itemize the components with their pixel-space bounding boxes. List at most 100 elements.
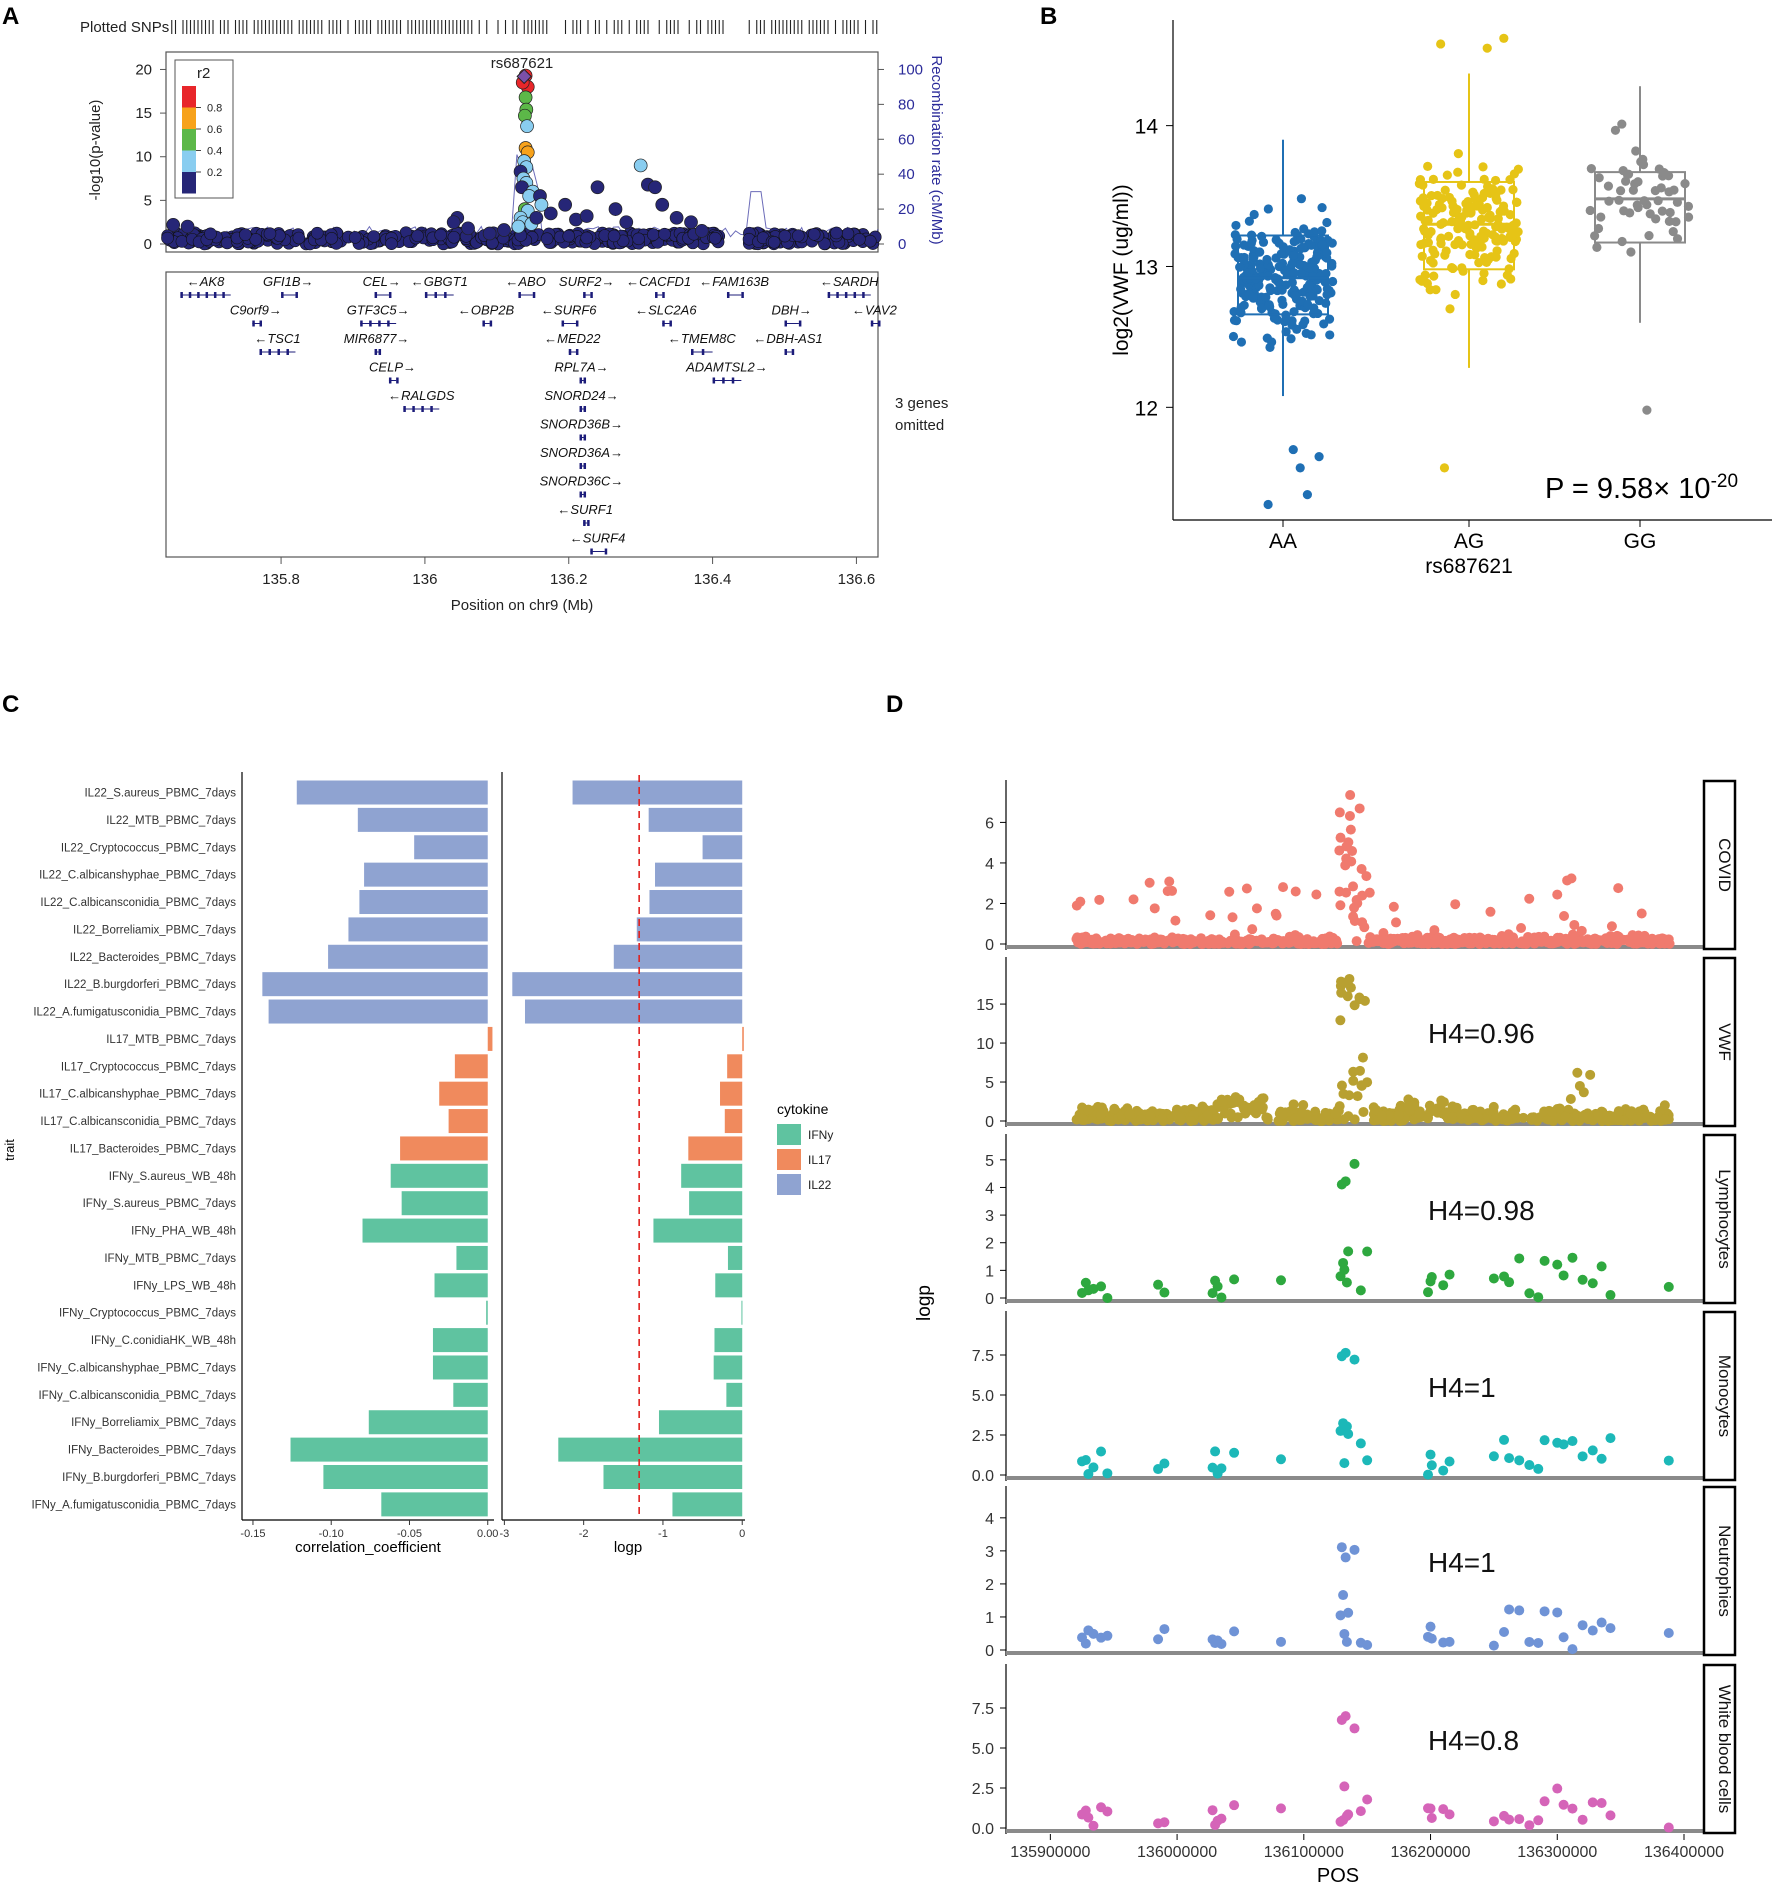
gene-exon bbox=[374, 292, 378, 298]
facet-point bbox=[1639, 930, 1650, 941]
jitter-point bbox=[1586, 164, 1596, 174]
outlier-point bbox=[1642, 405, 1652, 415]
trait-label: IFNy_PHA_WB_48h bbox=[131, 1226, 236, 1238]
gene-exon bbox=[205, 292, 209, 298]
facet-point bbox=[1124, 1109, 1135, 1120]
facet-y-tick-label: 5 bbox=[985, 1075, 994, 1092]
r2-legend-swatches: 0.8 0.6 0.4 0.2 bbox=[182, 86, 222, 194]
jitter-point bbox=[1306, 330, 1316, 340]
snp-point bbox=[767, 235, 781, 249]
gene-exon bbox=[726, 292, 730, 298]
outlier-point bbox=[1295, 463, 1305, 473]
facet-point bbox=[1361, 871, 1372, 882]
gene-track-frame bbox=[165, 271, 879, 558]
outlier-point bbox=[1439, 463, 1450, 473]
h4-annotation: H4=1 bbox=[1428, 1547, 1496, 1578]
facet-point bbox=[1311, 889, 1322, 900]
gene-exon bbox=[870, 320, 874, 327]
gene-exon bbox=[712, 377, 716, 384]
facet-point bbox=[1526, 1112, 1537, 1123]
facet-point bbox=[1587, 1278, 1598, 1289]
trait-label: IL22_Borreliamix_PBMC_7days bbox=[73, 924, 236, 936]
jitter-point bbox=[1261, 292, 1271, 302]
facet-point bbox=[1225, 1108, 1236, 1119]
gene-exon bbox=[583, 406, 587, 412]
facet-point bbox=[1175, 1113, 1186, 1124]
gene-exon bbox=[378, 349, 382, 355]
gene-exon bbox=[360, 320, 363, 327]
facet-point bbox=[1229, 1626, 1240, 1637]
panel-a-locuszoom: Plotted SNPs 0 5 10 15 20 0 20 40 60 80 100 -log1… bbox=[80, 19, 948, 614]
correlation-bar bbox=[290, 1437, 488, 1462]
facet-point bbox=[1335, 1015, 1346, 1026]
trait-label: IL22_Bacteroides_PBMC_7days bbox=[70, 952, 236, 964]
lead-snp-marker bbox=[516, 68, 532, 85]
jitter-point bbox=[1671, 217, 1681, 227]
logp-x-tick-label: -3 bbox=[499, 1528, 509, 1540]
gene-label: ←RALGDS bbox=[388, 388, 455, 403]
facet-point bbox=[1539, 1106, 1550, 1117]
facet-monocytes: 0.0 2.5 5.0 7.5 Monocytes H4=1 bbox=[972, 1310, 1737, 1485]
gene-exon bbox=[583, 292, 586, 298]
facet-point bbox=[1247, 924, 1258, 935]
facet-point bbox=[1270, 935, 1281, 946]
facet-point bbox=[1533, 1463, 1544, 1474]
facet-point bbox=[1404, 936, 1415, 947]
facet-point bbox=[1338, 1088, 1349, 1099]
facet-point bbox=[1087, 935, 1098, 946]
facet-point bbox=[1663, 1281, 1674, 1292]
jitter-point bbox=[1287, 259, 1297, 269]
snp-point bbox=[482, 226, 497, 241]
facet-point bbox=[1343, 1607, 1354, 1618]
facet-point bbox=[1102, 1806, 1113, 1817]
facet-point bbox=[1377, 1110, 1388, 1121]
facet-strip bbox=[1702, 1663, 1737, 1835]
snp-point bbox=[778, 229, 792, 243]
trait-label: IL22_Cryptococcus_PBMC_7days bbox=[61, 842, 236, 854]
correlation-bar bbox=[357, 807, 488, 832]
gene-label: ←OBP2B bbox=[458, 303, 515, 318]
facet-point bbox=[1416, 938, 1427, 949]
gene-label: SNORD24→ bbox=[544, 388, 618, 403]
facet-point bbox=[1362, 1639, 1373, 1650]
facet-point bbox=[1554, 1103, 1565, 1114]
facet-point bbox=[1088, 1283, 1099, 1294]
facet-point bbox=[1216, 937, 1227, 948]
cytokine-legend-swatch bbox=[777, 1174, 801, 1195]
facet-point bbox=[1362, 1794, 1373, 1805]
facet-y-tick-label: 10 bbox=[976, 1036, 994, 1053]
snp-point bbox=[863, 234, 877, 248]
facet-point bbox=[1485, 906, 1496, 917]
facet-point bbox=[1216, 1638, 1227, 1649]
correlation-bar bbox=[262, 972, 488, 997]
gene-label: CELP→ bbox=[369, 360, 416, 375]
facet-point bbox=[1514, 1814, 1525, 1825]
correlation-bar bbox=[328, 944, 488, 969]
jitter-point bbox=[1249, 209, 1259, 220]
gene-exon bbox=[277, 349, 280, 355]
snp-point bbox=[411, 229, 424, 243]
facet-point bbox=[1504, 1814, 1515, 1825]
gene-label: ←SURF6 bbox=[541, 303, 597, 318]
jitter-point bbox=[1450, 239, 1460, 250]
boxplot-x-ticks: AA AG GG bbox=[1269, 520, 1656, 553]
r2-legend-swatch bbox=[182, 129, 196, 151]
jitter-point bbox=[1453, 167, 1463, 177]
facet-point bbox=[1316, 938, 1327, 949]
jitter-point bbox=[1305, 291, 1315, 301]
trait-label: IL22_S.aureus_PBMC_7days bbox=[84, 788, 236, 800]
facet-point bbox=[1496, 931, 1507, 942]
gene-label: SNORD36A→ bbox=[540, 445, 623, 460]
trait-label: IL17_C.albicansconidia_PBMC_7days bbox=[40, 1116, 236, 1128]
logp-x-label: logp bbox=[614, 1539, 642, 1556]
facet-point bbox=[1593, 1110, 1604, 1121]
facet-point bbox=[1504, 1604, 1515, 1615]
jitter-point bbox=[1437, 203, 1447, 213]
facet-point bbox=[1636, 908, 1647, 919]
facet-point bbox=[1290, 1113, 1301, 1124]
jitter-point bbox=[1236, 337, 1247, 347]
jitter-point bbox=[1466, 239, 1476, 250]
gene-exon bbox=[421, 406, 424, 412]
correlation-bar bbox=[454, 1054, 488, 1079]
r2-legend-label: 0.4 bbox=[207, 146, 222, 158]
